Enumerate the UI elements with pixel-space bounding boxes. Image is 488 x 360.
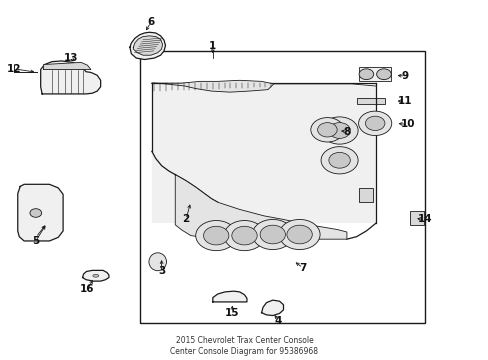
Circle shape (30, 209, 41, 217)
Ellipse shape (149, 253, 166, 271)
Circle shape (252, 220, 293, 249)
Circle shape (231, 226, 257, 245)
Text: 13: 13 (64, 53, 79, 63)
Polygon shape (212, 291, 246, 302)
Circle shape (321, 147, 357, 174)
Polygon shape (18, 184, 63, 241)
Text: 16: 16 (80, 284, 95, 294)
Bar (358, 188, 372, 202)
Circle shape (310, 118, 343, 142)
Text: 12: 12 (7, 64, 21, 74)
Text: 7: 7 (299, 263, 306, 273)
Circle shape (358, 69, 373, 80)
Circle shape (203, 226, 228, 245)
Circle shape (224, 221, 264, 251)
Circle shape (358, 111, 391, 135)
Polygon shape (41, 61, 101, 94)
Text: 2: 2 (182, 215, 189, 224)
Circle shape (195, 221, 236, 251)
Polygon shape (130, 32, 165, 59)
Circle shape (279, 220, 320, 249)
Text: 8: 8 (343, 127, 350, 136)
Text: 1: 1 (209, 41, 216, 50)
Text: 15: 15 (224, 308, 239, 318)
Bar (359, 67, 390, 81)
Circle shape (286, 225, 312, 244)
Circle shape (376, 69, 390, 80)
Polygon shape (152, 83, 375, 223)
Circle shape (328, 123, 349, 138)
Polygon shape (261, 300, 283, 316)
Text: 2015 Chevrolet Trax Center Console
Center Console Diagram for 95386968: 2015 Chevrolet Trax Center Console Cente… (170, 336, 318, 356)
Bar (356, 98, 384, 104)
Circle shape (365, 116, 384, 131)
Circle shape (321, 117, 357, 144)
Bar (409, 211, 423, 225)
Polygon shape (133, 36, 162, 55)
Circle shape (260, 225, 285, 244)
Bar (140, 51, 424, 323)
Circle shape (328, 152, 349, 168)
Text: 14: 14 (417, 215, 431, 224)
Text: 6: 6 (147, 17, 154, 27)
Polygon shape (152, 80, 273, 92)
Text: 5: 5 (32, 236, 40, 246)
Polygon shape (43, 62, 91, 69)
Text: 10: 10 (400, 120, 414, 129)
Text: 3: 3 (158, 266, 165, 276)
Ellipse shape (93, 274, 99, 277)
Polygon shape (175, 175, 346, 239)
Polygon shape (82, 270, 109, 281)
Text: 4: 4 (274, 316, 282, 325)
Text: 11: 11 (397, 96, 412, 106)
Circle shape (317, 123, 336, 137)
Text: 9: 9 (401, 71, 408, 81)
